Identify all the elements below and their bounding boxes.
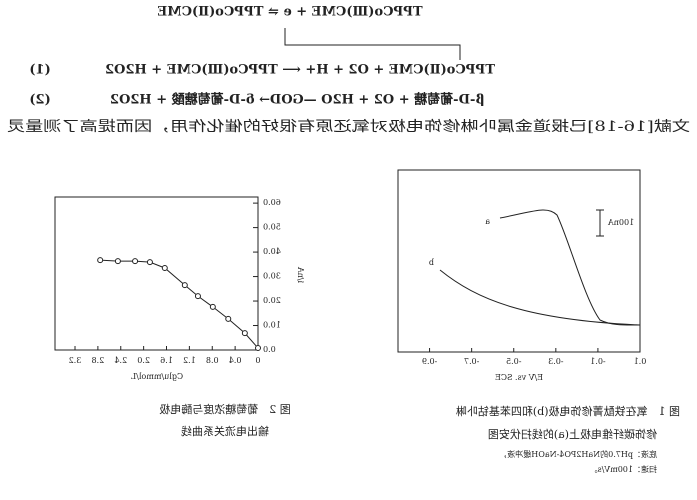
- x-tick-label: 0.8: [206, 356, 219, 365]
- x-tick-label: 3.2: [69, 356, 82, 365]
- y-tick-label: 0.0: [263, 345, 276, 354]
- scale-label: 100nA: [608, 218, 634, 227]
- x-tick-label: -0.5: [506, 357, 521, 366]
- y-axis-label: i/nA: [296, 267, 305, 283]
- data-point: [225, 315, 232, 322]
- caption-note: 扫速：100mV/s。: [590, 464, 657, 474]
- y-tick-label: 20.0: [263, 296, 281, 305]
- data-point: [209, 303, 216, 310]
- x-tick-label: -0.7: [464, 357, 479, 366]
- caption: 图 2 葡萄糖浓度与酶电极: [159, 402, 291, 416]
- x-tick-label: 2.4: [114, 356, 127, 365]
- y-tick-label: 10.0: [263, 321, 281, 330]
- data-point: [194, 293, 201, 300]
- x-tick-label: -0.3: [548, 357, 563, 366]
- paragraph: 文献[16-18]已报道金属卟啉修饰电极对氧还原有很好的催化作用，因而提高了测量…: [7, 118, 690, 135]
- y-tick-label: 30.0: [263, 272, 281, 281]
- x-tick-label: -0.1: [590, 357, 605, 366]
- x-axis-label: Cglu/mmol/L: [130, 372, 183, 381]
- figure1-frame: [397, 169, 641, 353]
- equation: TPPCo(Ⅲ)CME + e ⇌ TPPCo(Ⅱ)CME: [157, 5, 422, 20]
- x-tick-label: 0.1: [634, 357, 647, 366]
- y-tick-label: 40.0: [263, 247, 281, 256]
- x-tick-label: 0: [255, 356, 260, 365]
- x-axis-label: E/V vs. SCE: [495, 373, 543, 382]
- caption: 修饰碳纤维电极上(a)的线扫伏安图: [488, 427, 657, 441]
- equation: TPPCo(Ⅱ)CME + O2 + H+ ⟵ TPPCo(Ⅲ)CME + H2…: [105, 63, 495, 78]
- caption: 输出电流关系曲线: [181, 424, 269, 438]
- x-tick-label: 2.8: [92, 356, 105, 365]
- data-point: [255, 345, 261, 352]
- x-tick-label: -0.9: [422, 357, 437, 366]
- scale-bar: [596, 209, 604, 237]
- x-tick-label: 1.2: [183, 356, 196, 365]
- data-point: [241, 330, 248, 337]
- equation: β-D-葡萄糖 + O2 + H2O —GOD→ δ-D-葡萄糖酸 + H2O2: [110, 92, 484, 108]
- data-point: [146, 259, 153, 266]
- x-tick-label: 1.6: [160, 356, 173, 365]
- caption: 图 1 氧在铁酞菁修饰电极(b)和四苯基钴卟啉: [456, 404, 680, 418]
- y-tick-label: 50.0: [263, 223, 281, 232]
- data-point: [161, 264, 168, 271]
- data-point: [132, 258, 139, 265]
- arrow: [284, 28, 461, 60]
- figure2-frame: [54, 196, 259, 351]
- curve-label: b: [429, 258, 434, 267]
- data-point: [97, 257, 104, 264]
- curve: [100, 259, 259, 349]
- mirrored-scan: TPPCo(Ⅲ)CME + e ⇌ TPPCo(Ⅱ)CME TPPCo(Ⅱ)CM…: [7, 5, 690, 475]
- caption-note: 底液：pH7.0的NaH2PO4-NaOH缓冲液，: [499, 449, 657, 459]
- equation-number: (2): [29, 93, 50, 108]
- equation-number: (1): [29, 63, 50, 78]
- curve-b: [439, 269, 641, 326]
- y-tick-label: 60.0: [263, 198, 281, 207]
- data-point: [114, 258, 121, 265]
- data-point: [181, 282, 188, 289]
- curve-label: a: [485, 217, 490, 226]
- x-tick-label: 2.0: [137, 356, 150, 365]
- curve-a: [499, 209, 641, 326]
- x-tick-label: 0.4: [229, 356, 242, 365]
